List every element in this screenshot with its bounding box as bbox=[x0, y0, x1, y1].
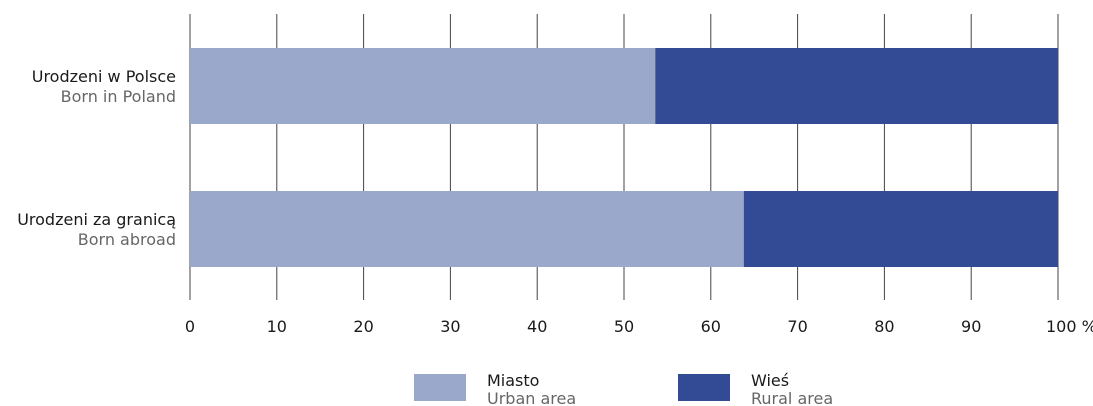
x-axis-ticks: 0 10 20 30 40 50 60 70 80 90 100 % bbox=[185, 317, 1093, 336]
x-tick-label: 10 bbox=[267, 317, 287, 336]
bars bbox=[190, 48, 1058, 267]
category-label: Urodzeni za granicą bbox=[17, 210, 176, 229]
x-tick-label: 70 bbox=[787, 317, 807, 336]
legend-label: Wieś bbox=[751, 371, 789, 390]
x-tick-label: 30 bbox=[440, 317, 460, 336]
legend-label: Miasto bbox=[487, 371, 539, 390]
bar-segment-urban bbox=[190, 191, 744, 267]
bar-segment-urban bbox=[190, 48, 656, 124]
x-tick-label: 80 bbox=[874, 317, 894, 336]
x-tick-label: 50 bbox=[614, 317, 634, 336]
x-tick-label: 60 bbox=[701, 317, 721, 336]
legend-label-en: Rural area bbox=[751, 389, 833, 406]
bar-segment-rural bbox=[743, 191, 1058, 267]
x-tick-label: 40 bbox=[527, 317, 547, 336]
legend-swatch bbox=[414, 374, 466, 401]
legend-swatch bbox=[678, 374, 730, 401]
x-tick-label: 0 bbox=[185, 317, 195, 336]
x-tick-label: 20 bbox=[353, 317, 373, 336]
category-label: Urodzeni w Polsce bbox=[32, 67, 176, 86]
x-tick-label: 90 bbox=[961, 317, 981, 336]
category-label-en: Born abroad bbox=[78, 230, 176, 249]
legend-label-en: Urban area bbox=[487, 389, 576, 406]
category-label-en: Born in Poland bbox=[61, 87, 176, 106]
bar-segment-rural bbox=[655, 48, 1058, 124]
x-tick-label: 100 % bbox=[1046, 317, 1093, 336]
